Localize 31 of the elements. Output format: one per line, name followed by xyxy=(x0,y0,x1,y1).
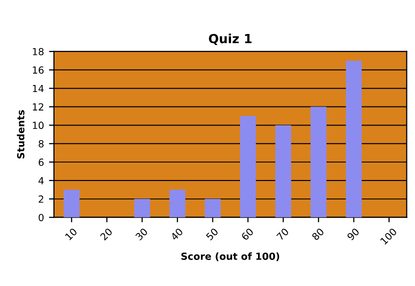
y-tick-label: 12 xyxy=(32,103,44,110)
x-axis-title: Score (out of 100) xyxy=(181,252,280,262)
x-tick-label: 100 xyxy=(380,228,398,245)
x-tick-label: 30 xyxy=(135,228,148,241)
x-tick-label: 10 xyxy=(64,228,78,240)
y-tick-label: 6 xyxy=(38,158,44,166)
y-tick-label: 4 xyxy=(38,177,44,184)
bar xyxy=(204,198,221,218)
x-tick-label: 70 xyxy=(276,228,290,241)
bar xyxy=(310,106,326,218)
y-axis-title: Students xyxy=(16,110,24,158)
y-tick-label: 10 xyxy=(32,122,44,130)
x-tick-label: 50 xyxy=(206,228,219,241)
y-tick-label: 18 xyxy=(32,48,44,56)
bar xyxy=(275,125,292,218)
y-tick-label: 0 xyxy=(38,214,44,222)
y-tick-label: 8 xyxy=(38,140,44,148)
x-tick-label: 90 xyxy=(346,228,360,241)
y-tick-label: 2 xyxy=(38,195,44,203)
y-tick-label: 14 xyxy=(32,84,44,92)
y-tick-label: 16 xyxy=(32,66,44,74)
x-tick-label: 20 xyxy=(100,228,113,241)
chart-title: Quiz 1 xyxy=(208,34,252,45)
x-tick-label: 80 xyxy=(311,228,324,241)
bar xyxy=(169,190,186,218)
bar xyxy=(134,198,150,218)
x-tick-label: 40 xyxy=(170,228,184,241)
bar xyxy=(346,60,362,218)
x-tick-label: 60 xyxy=(240,228,254,241)
bar xyxy=(64,190,80,218)
bar xyxy=(240,116,256,218)
